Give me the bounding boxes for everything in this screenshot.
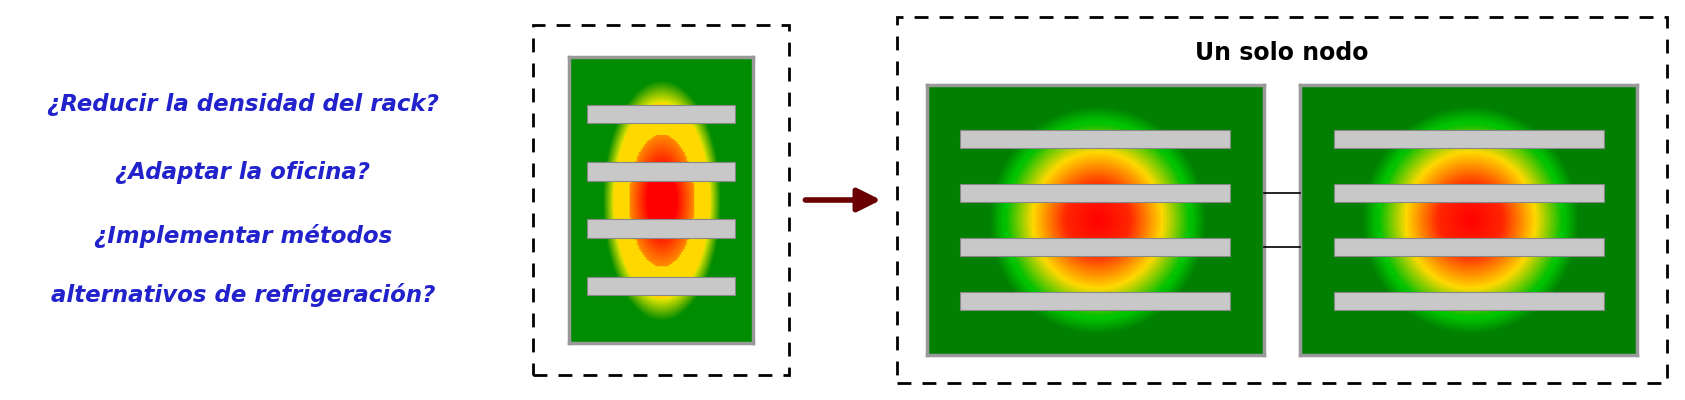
Bar: [896, 17, 1666, 383]
Text: ¿Implementar métodos: ¿Implementar métodos: [94, 224, 393, 248]
Text: ¿Adaptar la oficina?: ¿Adaptar la oficina?: [115, 161, 371, 184]
Bar: [532, 25, 789, 375]
Text: ¿Reducir la densidad del rack?: ¿Reducir la densidad del rack?: [47, 93, 438, 116]
Text: Un solo nodo: Un solo nodo: [1195, 41, 1368, 65]
Text: alternativos de refrigeración?: alternativos de refrigeración?: [51, 283, 435, 307]
